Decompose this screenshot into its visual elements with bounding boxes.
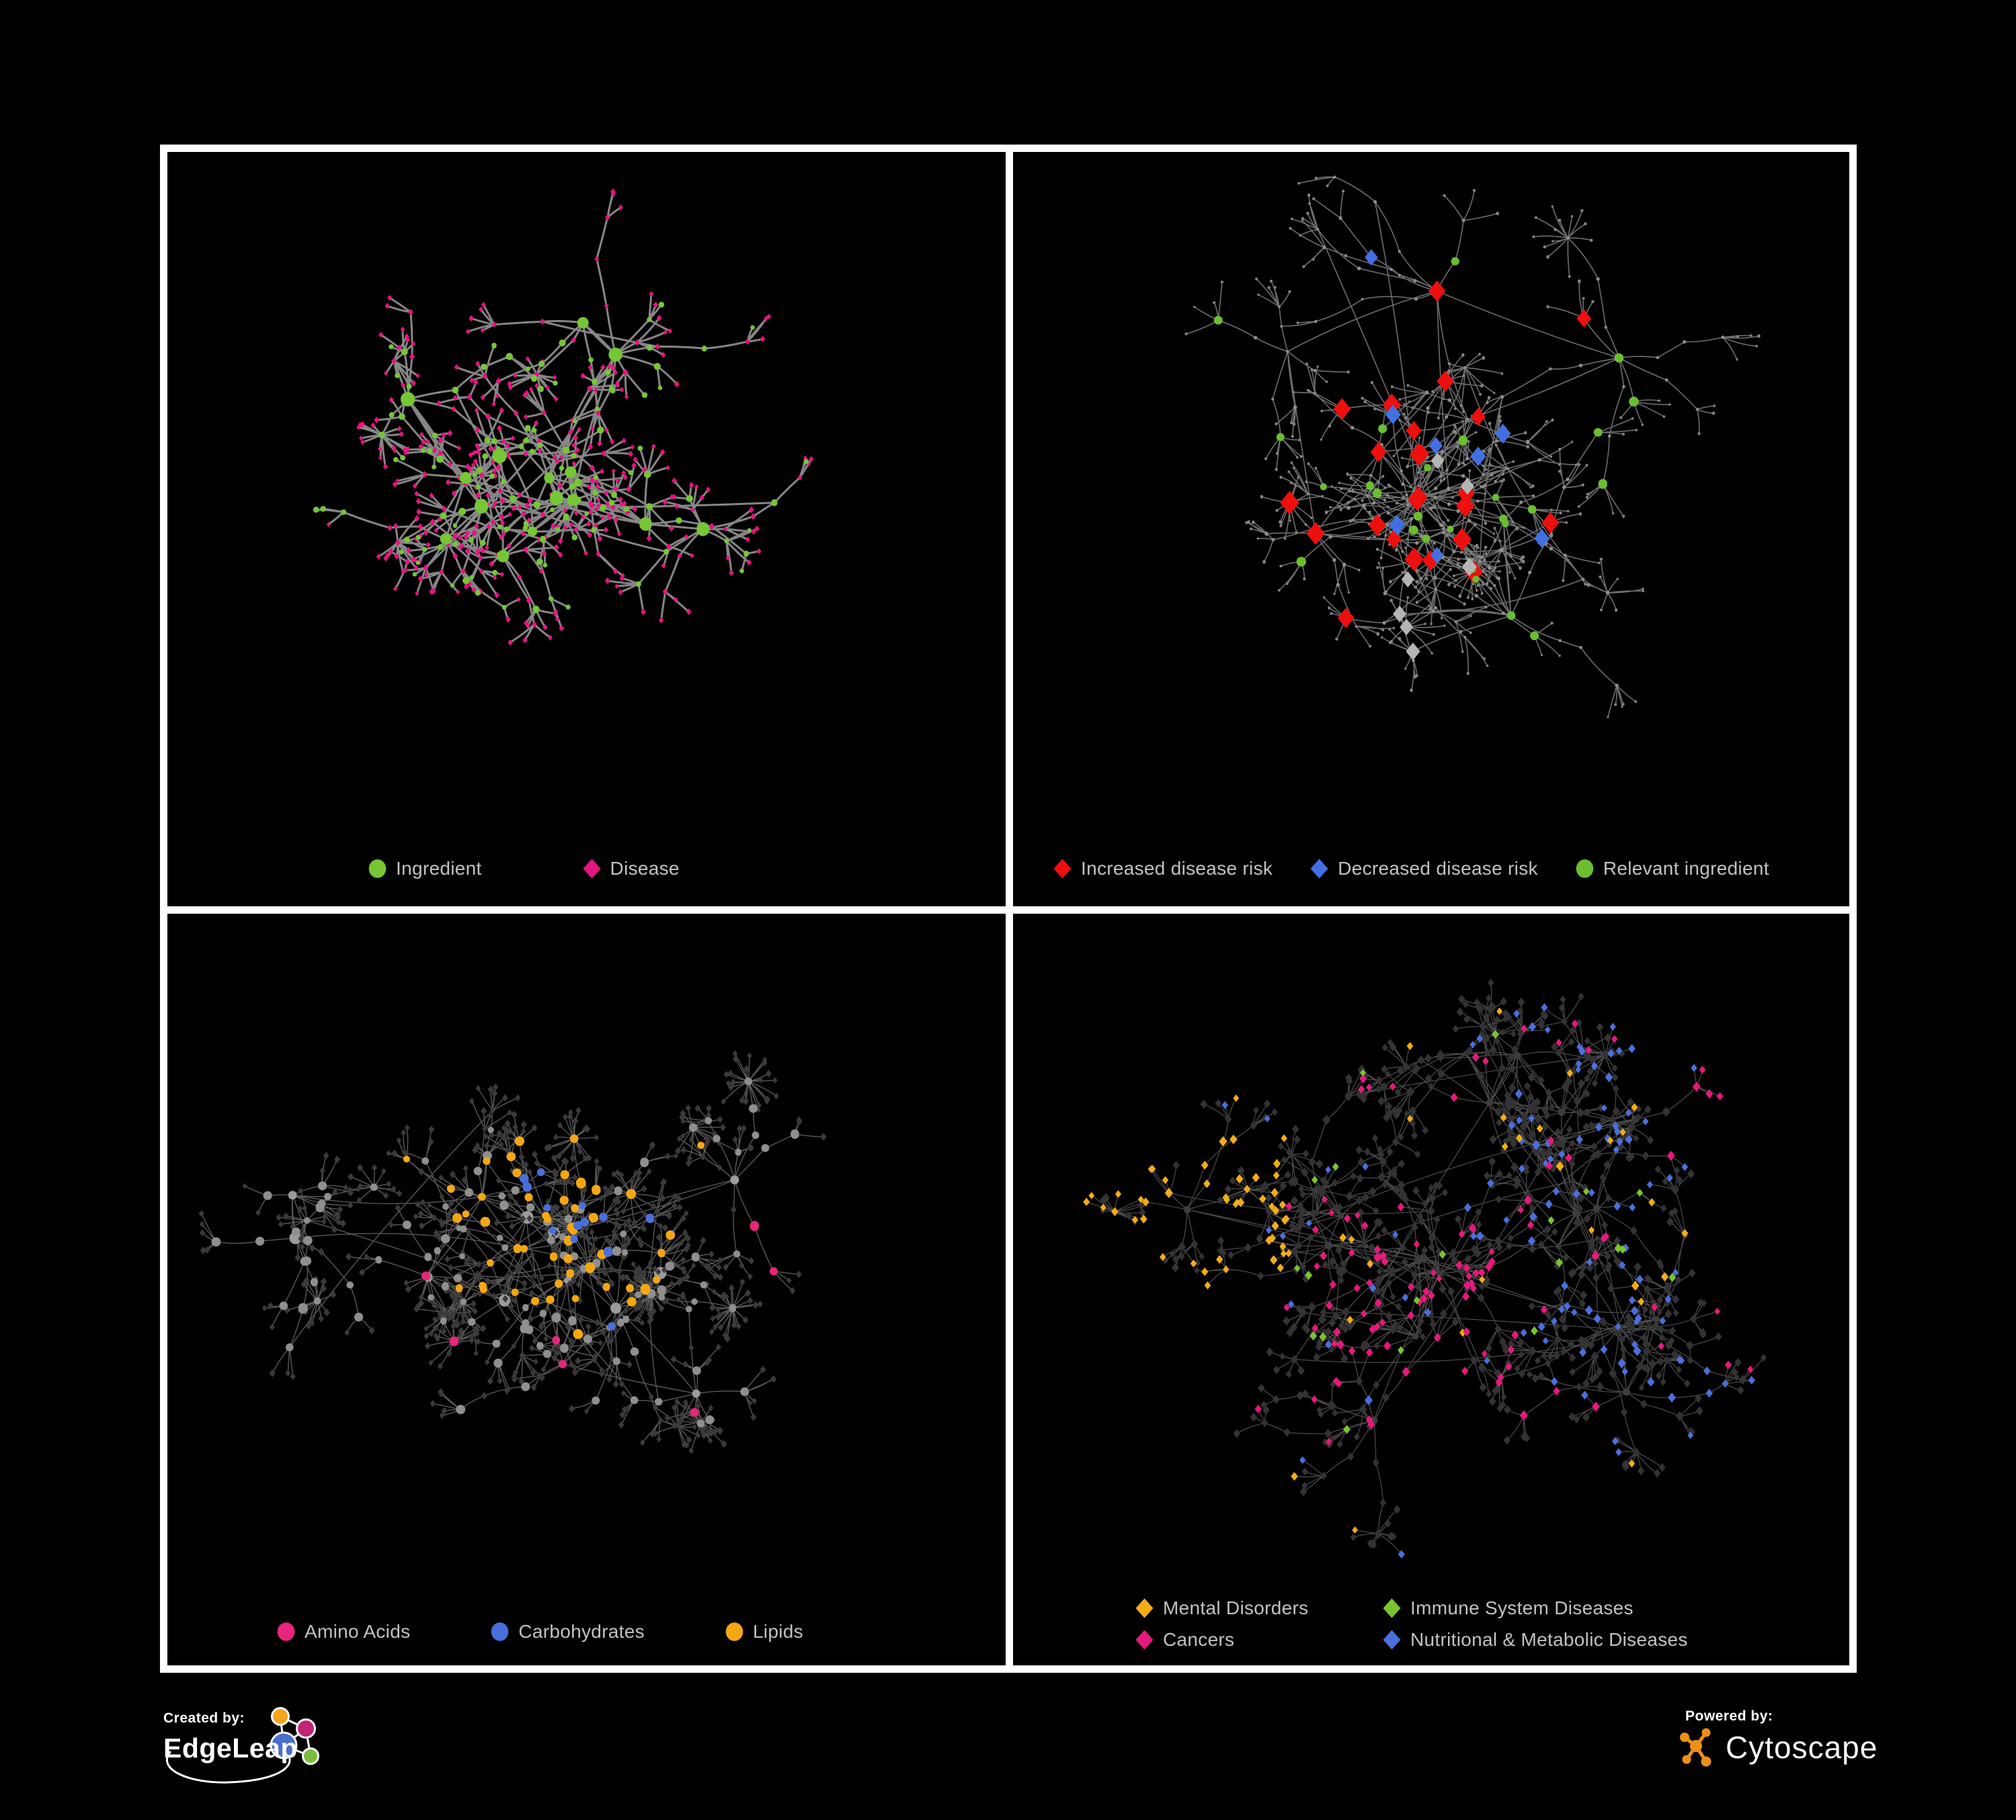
node-group-diamond — [1221, 1003, 1755, 1559]
legend-item-mental-disorders: Mental Disorders — [1135, 1597, 1383, 1620]
legend-item-amino-acids: Amino Acids — [277, 1620, 410, 1643]
powered-by-label: Powered by: — [1685, 1708, 1773, 1724]
legend-row: Increased disease risk Decreased disease … — [1053, 857, 1769, 880]
created-by-label: Created by: — [163, 1710, 245, 1726]
legend-item-increased-disease-risk: Increased disease risk — [1053, 857, 1273, 880]
diamond-marker-icon — [1310, 859, 1328, 879]
network-macronutrients — [198, 1050, 827, 1454]
legend-label: Mental Disorders — [1163, 1597, 1309, 1618]
legend-disease-categories: Mental Disorders Immune System Diseases Ca… — [1135, 1597, 1688, 1651]
legend-item-relevant-ingredient: Relevant ingredient — [1576, 857, 1769, 880]
created-by-block: Created by: EdgeLeap — [163, 1707, 365, 1805]
legend-item-lipids: Lipids — [725, 1620, 803, 1643]
node-group-diamond — [1099, 979, 1767, 1549]
cytoscape-logo-icon — [1680, 1728, 1711, 1767]
node-group-circle — [1184, 1050, 1660, 1425]
panel-ingredient-disease: Ingredient Disease — [160, 145, 1013, 914]
legend-row: Mental Disorders Immune System Diseases — [1135, 1597, 1688, 1620]
panel-disease-risk: Increased disease risk Decreased disease … — [1006, 145, 1857, 914]
node-group-circle — [403, 1134, 705, 1339]
legend-label: Increased disease risk — [1081, 858, 1273, 879]
panel-macronutrients: Amino Acids Carbohydrates Lipids — [160, 906, 1013, 1673]
legend-label: Disease — [610, 858, 680, 879]
diamond-marker-icon — [1053, 859, 1072, 879]
legend-macronutrients: Amino Acids Carbohydrates Lipids — [277, 1620, 803, 1643]
network-disease-categories — [1083, 979, 1767, 1559]
node-group-diamond — [1083, 1007, 1689, 1534]
legend-item-carbohydrates: Carbohydrates — [491, 1620, 645, 1643]
diamond-marker-icon — [583, 859, 601, 879]
legend-row: Ingredient Disease — [368, 857, 680, 880]
legend-item-cancers: Cancers — [1135, 1628, 1383, 1651]
edgeleap-brand-text: EdgeLeap — [163, 1733, 298, 1764]
circle-marker-icon — [368, 859, 387, 878]
circle-marker-icon — [491, 1622, 509, 1641]
circle-marker-icon — [277, 1622, 295, 1641]
legend-row: Amino Acids Carbohydrates Lipids — [277, 1620, 803, 1643]
legend-label: Immune System Diseases — [1410, 1597, 1634, 1618]
legend-label: Amino Acids — [305, 1621, 411, 1642]
diamond-marker-icon — [1135, 1630, 1154, 1650]
legend-label: Ingredient — [396, 858, 482, 879]
cytoscape-brand-text: Cytoscape — [1726, 1730, 1878, 1765]
panel-disease-categories: Mental Disorders Immune System Diseases Ca… — [1006, 906, 1857, 1673]
legend-item-decreased-disease-risk: Decreased disease risk — [1310, 857, 1538, 880]
edgeleap-logo-icon — [165, 1707, 319, 1784]
legend-label: Relevant ingredient — [1603, 858, 1769, 879]
legend-item-disease: Disease — [583, 857, 680, 880]
legend-item-immune-system-diseases: Immune System Diseases — [1383, 1597, 1634, 1620]
legend-disease-risk: Increased disease risk Decreased disease … — [1053, 857, 1769, 880]
node-group-diamond — [1254, 1019, 1754, 1446]
diamond-marker-icon — [1383, 1598, 1401, 1618]
legend-label: Lipids — [752, 1621, 803, 1642]
node-group-circle — [1184, 176, 1761, 719]
network-ingredient-disease — [313, 188, 814, 646]
legend-item-ingredient: Ingredient — [368, 857, 482, 880]
diamond-marker-icon — [1135, 1598, 1154, 1618]
legend-item-nutritional-metabolic-diseases: Nutritional & Metabolic Diseases — [1383, 1628, 1688, 1651]
network-disease-risk — [1184, 175, 1761, 719]
legend-label: Cancers — [1163, 1629, 1235, 1650]
powered-by-block: Powered by: Cytoscape — [1679, 1708, 1994, 1789]
node-group-circle — [400, 317, 710, 563]
diamond-marker-icon — [1383, 1630, 1401, 1650]
circle-marker-icon — [725, 1622, 743, 1641]
legend-label: Nutritional & Metabolic Diseases — [1410, 1629, 1688, 1650]
legend-row: Cancers Nutritional & Metabolic Diseases — [1135, 1628, 1688, 1651]
circle-marker-icon — [1576, 859, 1594, 878]
legend-ingredient-disease: Ingredient Disease — [368, 857, 680, 880]
network-edges — [1186, 176, 1759, 717]
legend-label: Decreased disease risk — [1338, 858, 1538, 879]
legend-label: Carbohydrates — [518, 1621, 645, 1642]
